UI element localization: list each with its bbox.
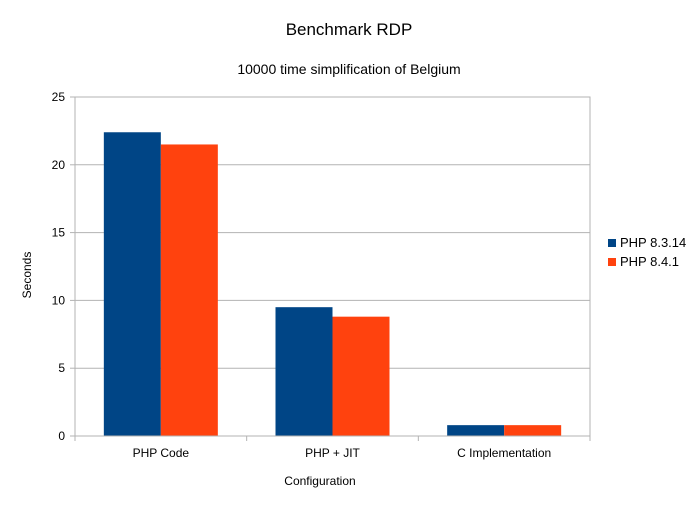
x-axis-title: Configuration [284,474,355,488]
y-tick-label: 20 [52,158,66,172]
y-axis-title: Seconds [20,252,34,299]
legend: PHP 8.3.14 PHP 8.4.1 [608,235,686,269]
x-axis-ticks: PHP Code PHP + JIT C Implementation [74,436,591,460]
bar-php-8-4-1-1 [332,316,390,436]
y-tick-label: 5 [58,361,65,375]
bars [103,132,562,437]
legend-swatch [608,258,616,266]
plot-area [74,96,591,437]
legend-label: PHP 8.4.1 [620,254,679,269]
bar-php-8-3-14-0 [103,132,161,437]
legend-swatch [608,239,616,247]
x-tick-label: C Implementation [457,446,551,460]
x-tick-label: PHP Code [133,446,190,460]
bar-php-8-3-14-1 [275,307,333,436]
legend-label: PHP 8.3.14 [620,235,686,250]
bar-php-8-4-1-2 [504,425,562,436]
chart-title: Benchmark RDP [286,20,413,39]
y-tick-label: 10 [52,293,66,307]
y-axis-ticks: 0 5 10 15 20 25 [52,90,75,443]
y-tick-label: 25 [52,90,66,104]
bar-php-8-4-1-0 [160,144,218,436]
y-tick-label: 15 [52,226,66,240]
x-tick-label: PHP + JIT [305,446,360,460]
chart-subtitle: 10000 time simplification of Belgium [237,61,460,77]
bar-php-8-3-14-2 [447,425,505,436]
y-tick-label: 0 [58,429,65,443]
